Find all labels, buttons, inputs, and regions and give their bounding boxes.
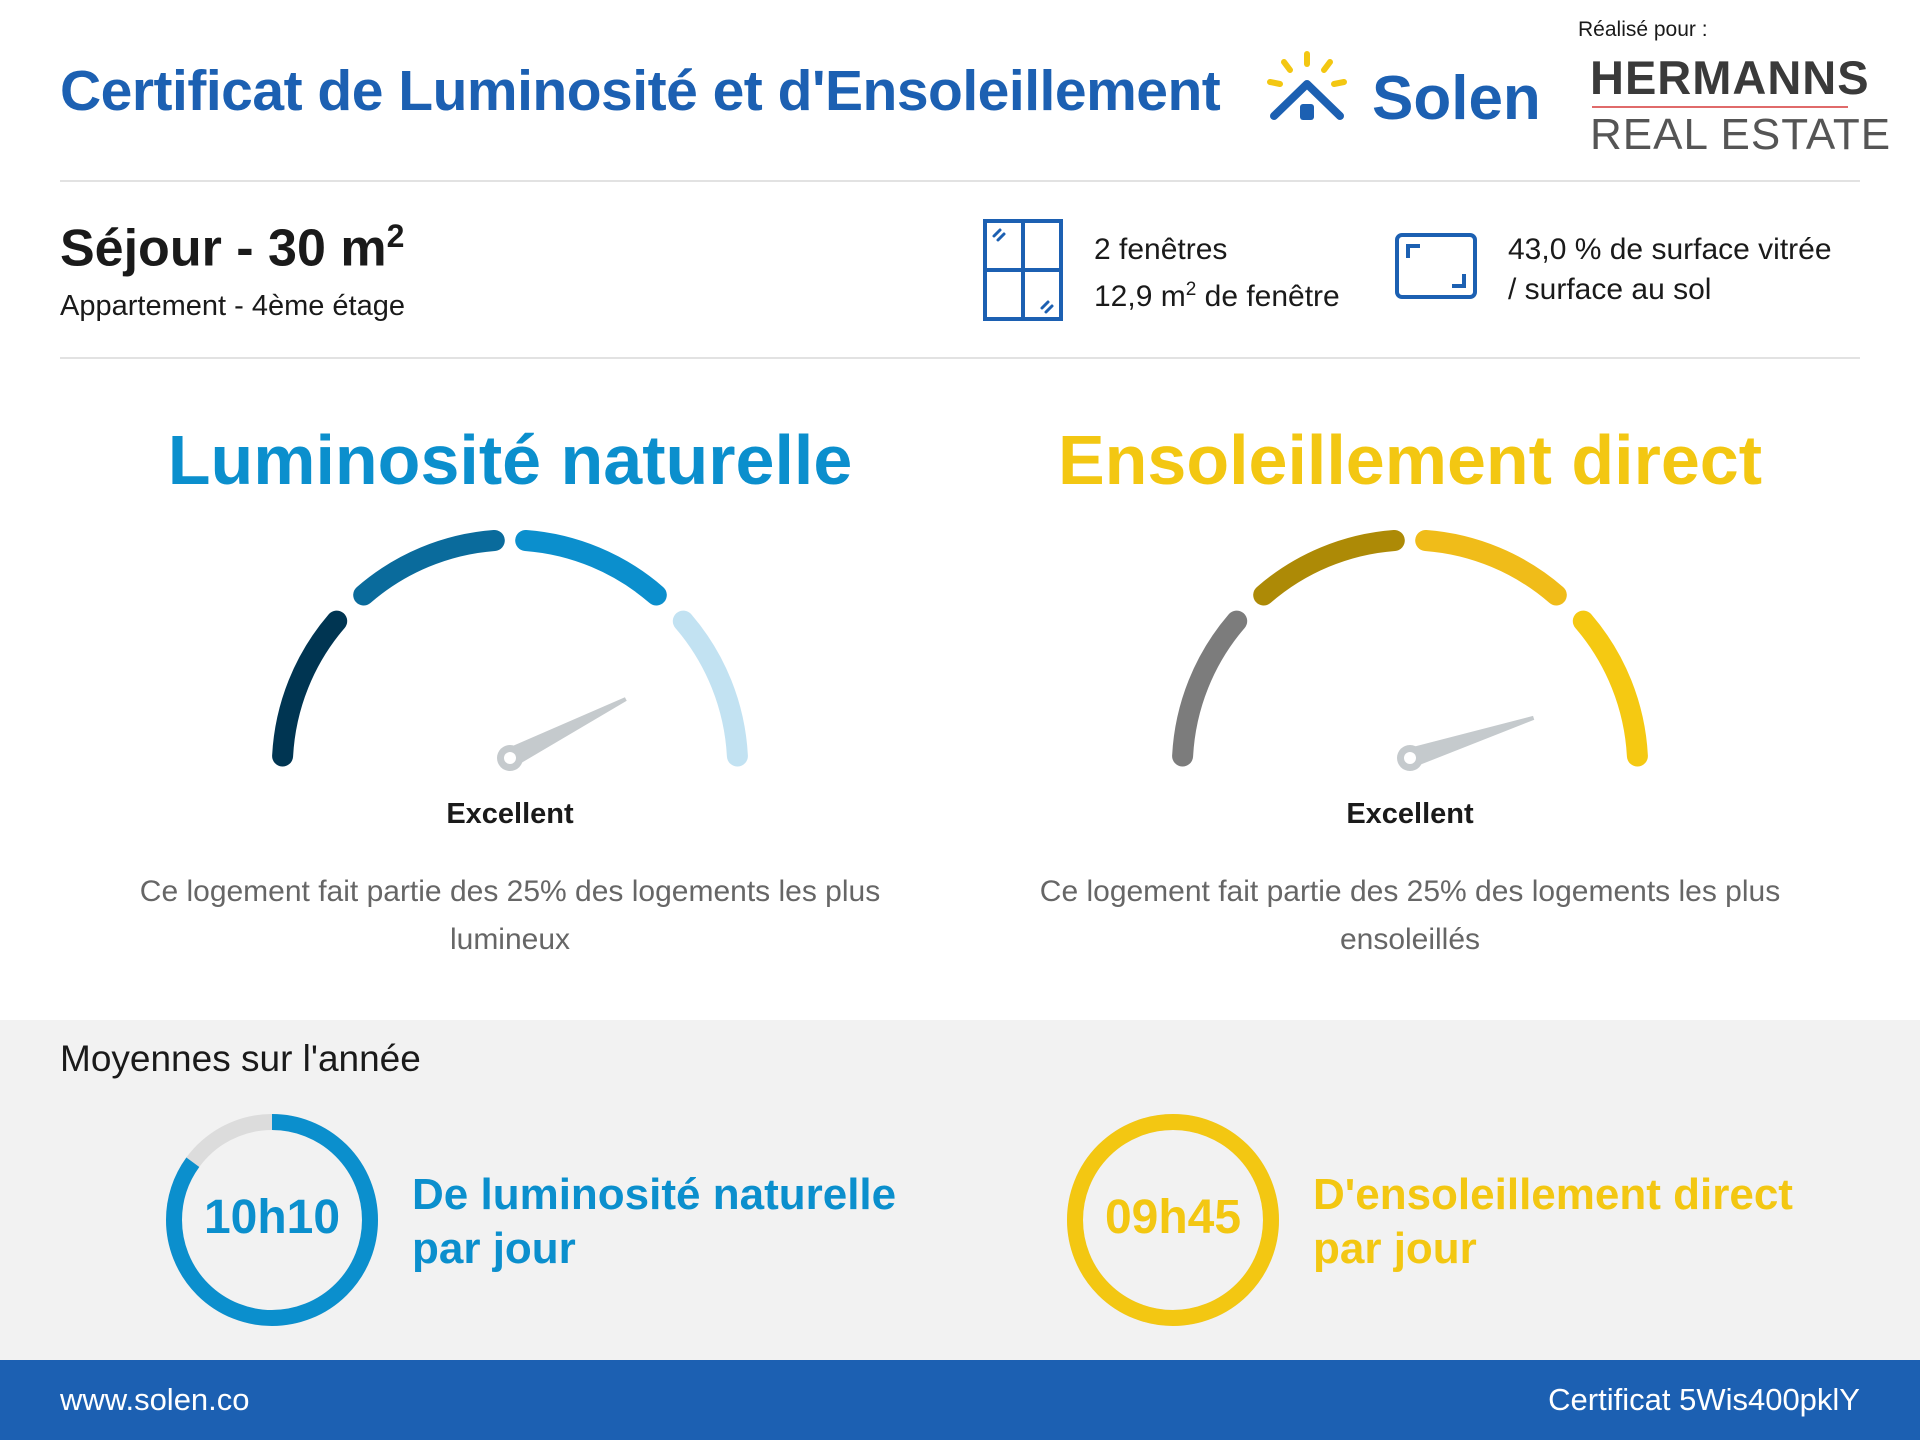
footer-website-link[interactable]: www.solen.co [60, 1382, 250, 1417]
light-rating: Excellent [446, 798, 574, 830]
sun-average-value: 09h45 [1104, 1191, 1242, 1244]
page-title: Certificat de Luminosité et d'Ensoleille… [60, 59, 1221, 123]
light-gauge-segment-2 [353, 530, 505, 606]
client-logo-line1: HERMANNS [1590, 51, 1870, 104]
light-gauge-segment-3 [515, 530, 667, 606]
glazing-line1: 43,0 % de surface vitrée [1508, 233, 1832, 266]
sun-gauge-segment-2 [1253, 530, 1405, 606]
footer-certificate-id: Certificat 5Wis400pklY [1548, 1382, 1860, 1417]
light-average-ring [166, 1114, 378, 1326]
light-gauge [272, 530, 748, 771]
sun-gauge-needle [1397, 715, 1535, 771]
info-divider [60, 357, 1860, 359]
light-gauge-title: Luminosité naturelle [167, 421, 853, 499]
client-logo-line2: REAL ESTATE [1590, 110, 1892, 159]
light-gauge-needle [497, 697, 627, 771]
sun-description: Ce logement fait partie des 25% des loge… [1039, 875, 1781, 956]
header-divider [60, 180, 1860, 182]
sun-gauge [1172, 530, 1648, 771]
sun-average-ring [1067, 1114, 1279, 1326]
light-gauge-segment-1 [272, 610, 348, 767]
averages-title: Moyennes sur l'année [60, 1038, 421, 1079]
floor-area-icon [1395, 233, 1477, 299]
brand-name: Solen [1372, 64, 1541, 133]
client-logo-divider [1592, 106, 1848, 108]
windows-count: 2 fenêtres [1094, 233, 1228, 266]
sun-gauge-segment-3 [1415, 530, 1567, 606]
sun-gauge-title: Ensoleillement direct [1057, 421, 1763, 499]
sun-average-label: D'ensoleillement direct par jour [1313, 1170, 1793, 1273]
room-subtitle: Appartement - 4ème étage [60, 290, 405, 322]
sun-rating: Excellent [1346, 798, 1474, 830]
footer-bar [0, 1360, 1920, 1440]
room-title: Séjour - 30 m2 [60, 218, 405, 278]
glazing-info: 43,0 % de surface vitrée / surface au so… [1508, 230, 1832, 310]
solen-logo-icon [1267, 51, 1347, 120]
windows-area: 12,9 m2 de fenêtre [1094, 279, 1340, 313]
made-for-label: Réalisé pour : [1578, 18, 1708, 41]
light-gauge-segment-4 [672, 610, 748, 767]
sun-average-progress [1067, 1114, 1279, 1326]
light-description: Ce logement fait partie des 25% des loge… [139, 875, 881, 956]
glazing-line2: / surface au sol [1508, 273, 1712, 306]
light-average-value: 10h10 [203, 1191, 341, 1244]
sun-gauge-segment-1 [1172, 610, 1248, 767]
sun-gauge-segment-4 [1572, 610, 1648, 767]
light-average-label: De luminosité naturelle par jour [412, 1170, 897, 1273]
window-icon [983, 219, 1063, 321]
windows-info: 2 fenêtres 12,9 m2 de fenêtre [1094, 230, 1340, 317]
light-average-progress [166, 1114, 378, 1326]
